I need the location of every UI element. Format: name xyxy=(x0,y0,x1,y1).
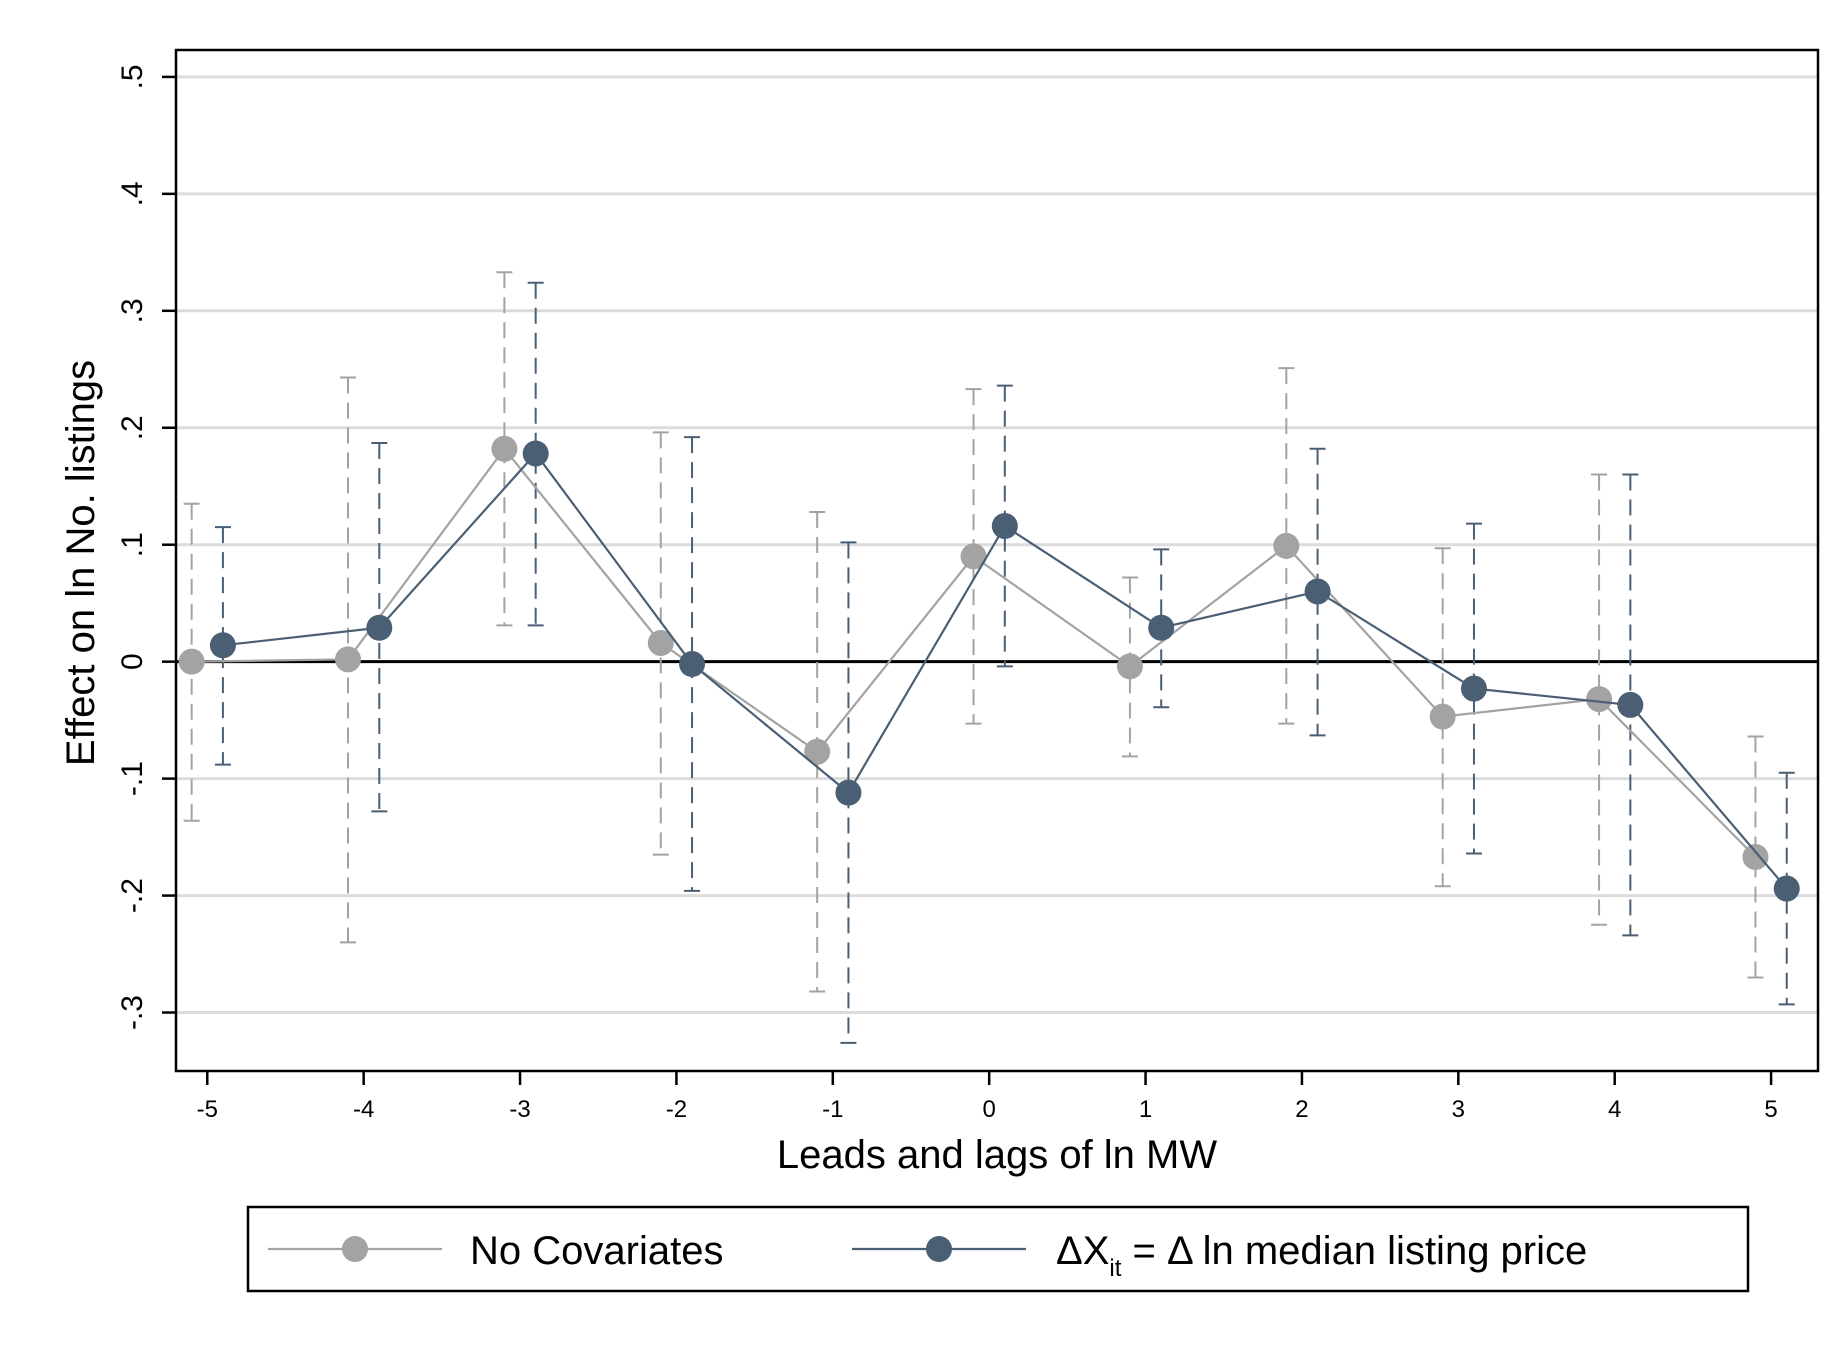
y-axis-label: Effect on ln No. listings xyxy=(59,360,103,766)
data-point xyxy=(679,651,706,678)
x-tick-label: -1 xyxy=(822,1096,843,1123)
y-tick-label: .5 xyxy=(116,64,149,89)
y-tick-label: .2 xyxy=(116,415,149,440)
legend-marker-delta-x xyxy=(926,1236,952,1262)
data-point xyxy=(209,632,236,659)
x-tick-label: 5 xyxy=(1764,1096,1777,1123)
x-tick-label: 4 xyxy=(1608,1096,1621,1123)
x-tick-label: -3 xyxy=(509,1096,530,1123)
legend-label-delta-x: ΔXit = Δ ln median listing price xyxy=(1056,1229,1587,1282)
data-point xyxy=(1273,532,1300,559)
data-point xyxy=(835,779,862,806)
legend-label-delta-x-rest: = Δ ln median listing price xyxy=(1121,1229,1587,1273)
y-tick-label: .3 xyxy=(116,298,149,323)
data-point xyxy=(1460,675,1487,702)
x-axis: -5 -4 -3 -2 -1 0 1 2 3 4 5 xyxy=(197,1071,1778,1123)
data-point xyxy=(1773,875,1800,902)
data-point xyxy=(1116,653,1143,680)
data-point xyxy=(1148,614,1175,641)
y-tick-label: 0 xyxy=(116,653,149,670)
x-tick-label: -4 xyxy=(353,1096,374,1123)
y-tick-label: -.2 xyxy=(116,878,149,913)
data-point xyxy=(1429,703,1456,730)
x-tick-label: 3 xyxy=(1452,1096,1465,1123)
legend-marker-no-covariates xyxy=(342,1236,368,1262)
legend-label-delta-x-sub: it xyxy=(1109,1255,1121,1282)
data-point xyxy=(1586,686,1613,713)
legend-label-no-covariates: No Covariates xyxy=(470,1229,723,1273)
y-tick-label: .1 xyxy=(116,532,149,557)
plot-frame xyxy=(174,48,1820,1073)
y-axis: -.3 -.2 -.1 0 .1 .2 .3 .4 .5 xyxy=(116,64,176,1030)
data-point xyxy=(491,435,518,462)
y-tick-label: -.1 xyxy=(116,761,149,796)
legend: No Covariates ΔXit = Δ ln median listing… xyxy=(246,1205,1750,1293)
x-tick-label: 0 xyxy=(983,1096,996,1123)
data-point xyxy=(991,512,1018,539)
series-layer xyxy=(178,435,1800,902)
x-tick-label: -5 xyxy=(197,1096,218,1123)
data-point xyxy=(1304,578,1331,605)
data-point xyxy=(178,648,205,675)
data-point xyxy=(366,614,393,641)
y-tick-label: .4 xyxy=(116,181,149,206)
x-tick-label: -2 xyxy=(666,1096,687,1123)
data-point xyxy=(960,543,987,570)
grid-layer xyxy=(176,75,1818,1015)
x-tick-label: 1 xyxy=(1139,1096,1152,1123)
data-point xyxy=(804,738,831,765)
data-point xyxy=(1617,691,1644,718)
data-point xyxy=(647,629,674,656)
y-tick-label: -.3 xyxy=(116,995,149,1030)
x-tick-label: 2 xyxy=(1295,1096,1308,1123)
x-axis-label: Leads and lags of ln MW xyxy=(777,1133,1217,1177)
data-point xyxy=(1742,843,1769,870)
data-point xyxy=(522,440,549,467)
data-point xyxy=(335,646,362,673)
legend-label-delta-x-main: ΔX xyxy=(1056,1229,1109,1273)
